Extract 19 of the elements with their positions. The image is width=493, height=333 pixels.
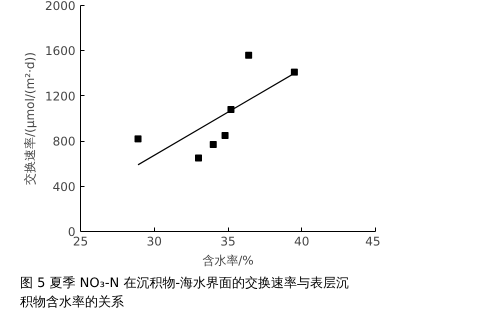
y-tick-label: 1200: [44, 89, 76, 104]
y-tick-label: 1600: [44, 44, 76, 58]
point: [195, 154, 202, 162]
point: [290, 68, 298, 76]
y-tick-label: 400: [52, 180, 76, 194]
point: [245, 52, 252, 59]
y-tick-label: 2000: [44, 0, 76, 13]
x-tick-label: 40: [294, 234, 310, 248]
y-axis-title: 交换速率/(μmol/(m²·d)): [22, 52, 37, 185]
x-tick-label: 45: [365, 234, 381, 248]
x-tick-label: 35: [220, 234, 236, 248]
x-tick-label: 25: [72, 234, 88, 248]
point: [134, 135, 142, 142]
x-tick-label: 30: [146, 234, 162, 248]
y-tick-label: 800: [52, 134, 76, 149]
caption: 图 5 夏季 NO₃-N 在沉积物-海水界面的交换速率与表层沉积物含水率的关系: [20, 275, 350, 312]
point: [222, 132, 229, 139]
point: [210, 140, 217, 148]
x-axis-title: 含水率/%: [202, 254, 254, 268]
